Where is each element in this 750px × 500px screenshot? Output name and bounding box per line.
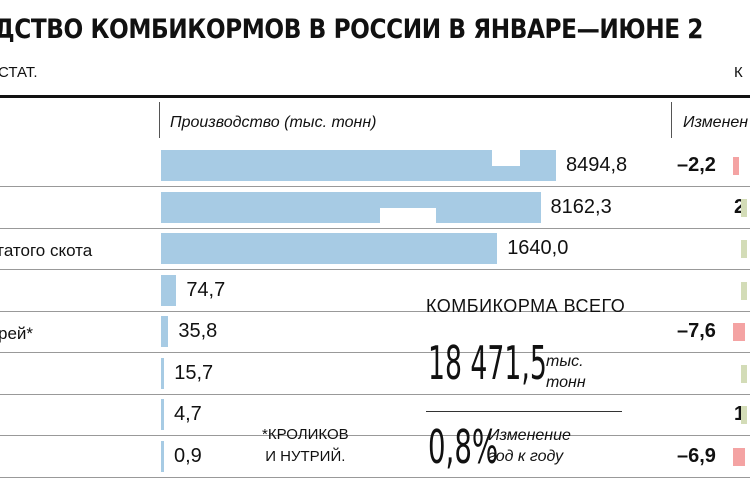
production-column-divider xyxy=(159,102,160,138)
total-change-label-line1: Изменение xyxy=(488,427,571,444)
change-label: 1 xyxy=(734,403,746,425)
row-separator xyxy=(0,476,750,478)
total-change-label-line2: год к году xyxy=(488,448,564,465)
axis-break-mark xyxy=(380,208,408,224)
axis-break-mark xyxy=(408,208,436,224)
category-label: гатого скота xyxy=(0,241,93,260)
row-separator xyxy=(0,227,750,229)
bar xyxy=(161,191,541,223)
change-label: 2 xyxy=(734,195,746,218)
bar xyxy=(161,399,164,430)
value-label: 74,7 xyxy=(186,278,226,301)
axis-break-mark xyxy=(492,150,520,166)
total-unit-line1: тыс. xyxy=(546,353,584,370)
value-label: 1640,0 xyxy=(507,237,569,259)
bar xyxy=(161,357,165,389)
change-label: –6,9 xyxy=(677,444,716,467)
category-label: рей* xyxy=(0,324,34,343)
change-marker xyxy=(733,323,745,341)
source-note-right: К xyxy=(734,64,743,81)
value-label: 0,9 xyxy=(174,444,202,467)
value-label: 4,7 xyxy=(174,403,202,425)
top-rule xyxy=(0,95,750,98)
value-label: 35,8 xyxy=(178,320,218,342)
row-separator xyxy=(0,393,750,395)
chart-title: ДСТВО КОМБИКОРМОВ В РОССИИ В ЯНВАРЕ—ИЮНЕ… xyxy=(0,14,704,45)
change-marker xyxy=(741,281,747,300)
change-label: –2,2 xyxy=(677,154,716,176)
bar xyxy=(161,233,498,264)
change-label: –7,6 xyxy=(677,320,716,342)
bar xyxy=(161,316,169,347)
bar xyxy=(161,150,556,181)
change-column-header: Изменен xyxy=(683,114,749,131)
total-unit-line2: тонн xyxy=(546,374,586,391)
row-separator xyxy=(0,435,750,436)
value-label: 8494,8 xyxy=(566,154,628,176)
change-marker xyxy=(733,157,739,175)
bar xyxy=(161,440,164,472)
footnote: *КРОЛИКОВ И НУТРИЙ. xyxy=(262,426,349,465)
total-label: КОМБИКОРМА ВСЕГО xyxy=(426,296,626,316)
change-marker xyxy=(733,447,745,466)
total-divider xyxy=(426,411,622,412)
row-separator xyxy=(0,186,750,187)
change-marker xyxy=(741,198,747,217)
total-value: 18 471,5 xyxy=(428,336,547,390)
value-label: 15,7 xyxy=(174,361,214,384)
change-column-divider xyxy=(671,102,672,138)
row-separator xyxy=(0,269,750,270)
source-note: СТАТ. xyxy=(0,64,38,81)
change-marker xyxy=(741,240,747,258)
row-separator xyxy=(0,352,750,353)
total-change-value: 0,8% xyxy=(428,420,499,474)
change-marker xyxy=(741,364,747,383)
change-marker xyxy=(741,406,747,424)
production-column-header: Производство (тыс. тонн) xyxy=(170,114,377,131)
row-separator xyxy=(0,310,750,312)
value-label: 8162,3 xyxy=(550,195,612,218)
bar xyxy=(161,274,177,306)
